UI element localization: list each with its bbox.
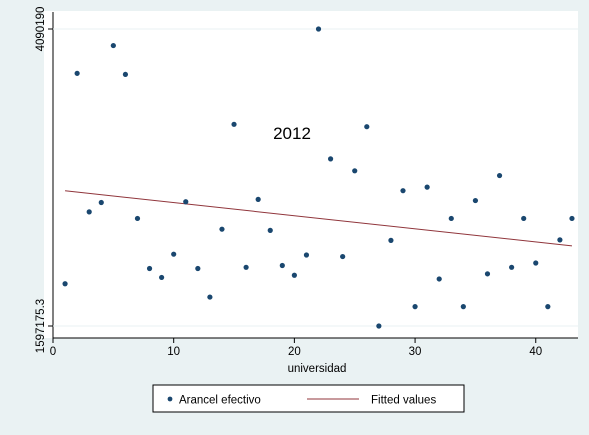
scatter-point bbox=[484, 271, 491, 277]
scatter-point bbox=[171, 251, 177, 257]
x-tick-label: 10 bbox=[167, 346, 180, 358]
scatter-point bbox=[521, 215, 527, 222]
scatter-point bbox=[303, 252, 310, 258]
x-axis-ticks: 0 10 20 30 40 bbox=[50, 338, 542, 358]
scatter-point bbox=[110, 42, 116, 49]
scatter-point bbox=[267, 227, 273, 233]
scatter-point bbox=[146, 265, 153, 272]
scatter-point bbox=[291, 272, 297, 278]
year-annotation: 2012 bbox=[273, 124, 311, 143]
scatter-point bbox=[364, 124, 370, 130]
scatter-point bbox=[448, 215, 454, 222]
scatter-point bbox=[533, 260, 539, 266]
y-tick-label: 4090190 bbox=[35, 7, 47, 52]
legend-label-fitted: Fitted values bbox=[371, 395, 436, 407]
scatter-point bbox=[315, 26, 322, 32]
scatter-point bbox=[195, 265, 201, 272]
scatter-point bbox=[496, 172, 503, 179]
scatter-point bbox=[340, 253, 346, 260]
scatter-point bbox=[122, 71, 129, 78]
scatter-point bbox=[472, 197, 479, 204]
y-axis-ticks: 1597175.3 4090190 bbox=[35, 7, 578, 353]
legend-label-arancel: Arancel efectivo bbox=[179, 395, 261, 407]
plot-area bbox=[44, 11, 578, 338]
fitted-values-line bbox=[65, 190, 573, 247]
scatter-point bbox=[509, 264, 515, 270]
scatter-point bbox=[134, 215, 141, 222]
scatter-point bbox=[219, 226, 225, 232]
scatter-point bbox=[460, 304, 466, 310]
fitted-values-layer bbox=[65, 190, 573, 247]
scatter-point bbox=[62, 281, 68, 287]
scatter-point bbox=[86, 209, 92, 215]
scatter-point bbox=[436, 276, 442, 282]
x-axis-label: universidad bbox=[288, 363, 347, 375]
scatter-point bbox=[424, 184, 430, 190]
x-tick-label: 0 bbox=[50, 346, 56, 358]
scatter-point bbox=[545, 304, 551, 310]
scatter-point bbox=[255, 196, 261, 202]
scatter-point bbox=[231, 121, 237, 127]
scatter-point bbox=[159, 274, 165, 281]
scatter-point bbox=[400, 188, 406, 194]
scatter-point bbox=[352, 168, 358, 174]
scatter-point bbox=[98, 199, 104, 206]
scatter-point bbox=[388, 237, 394, 243]
scatter-points-layer bbox=[62, 26, 575, 329]
x-tick-label: 40 bbox=[529, 346, 542, 358]
scatter-point bbox=[412, 304, 418, 310]
scatter-point bbox=[243, 264, 249, 270]
scatter-point bbox=[183, 199, 189, 205]
scatter-point bbox=[569, 215, 575, 222]
x-tick-label: 30 bbox=[409, 346, 422, 358]
scatter-point bbox=[557, 237, 563, 243]
legend: Arancel efectivo Fitted values bbox=[152, 384, 465, 413]
scatter-point bbox=[279, 262, 285, 269]
scatter-point bbox=[74, 70, 80, 76]
scatter-point bbox=[376, 323, 382, 329]
scatter-point bbox=[207, 294, 213, 300]
legend-marker-arancel bbox=[167, 396, 173, 402]
scatter-point bbox=[327, 156, 334, 162]
x-tick-label: 20 bbox=[288, 346, 301, 358]
y-tick-label: 1597175.3 bbox=[35, 299, 47, 353]
